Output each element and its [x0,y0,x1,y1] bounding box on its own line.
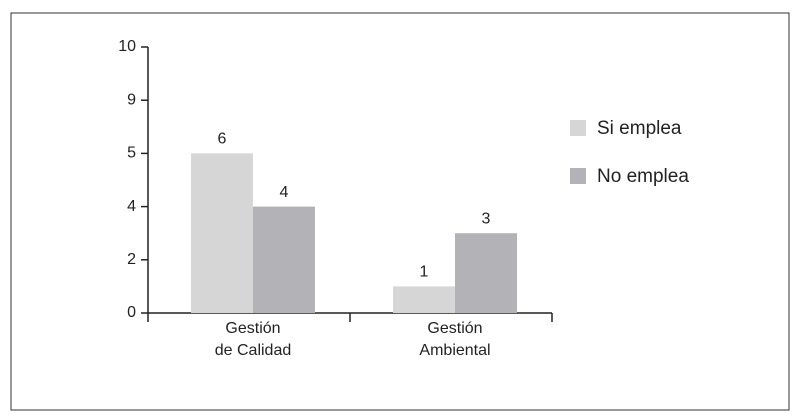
data-label: 4 [280,184,289,201]
data-label: 1 [420,264,429,281]
bar [455,233,517,313]
bar [191,153,253,313]
y-tick-label: 10 [118,38,136,55]
x-tick-label: Gestión de Calidad [214,320,292,359]
legend-label: No emplea [597,166,689,187]
y-tick-label: 0 [127,304,136,321]
y-tick-label: 4 [127,198,136,215]
bar [393,286,455,313]
legend-swatch [570,168,586,184]
y-tick-label: 5 [127,145,136,162]
x-tick-label: Gestión Ambiental [419,320,491,359]
y-tick-label: 9 [127,91,136,108]
y-tick-label: 2 [127,251,136,268]
frame [10,12,790,411]
legend-label: Si emplea [597,118,682,139]
legend-swatch [570,120,586,136]
data-label: 6 [218,131,227,148]
bar [253,206,315,313]
data-label: 3 [482,210,491,227]
